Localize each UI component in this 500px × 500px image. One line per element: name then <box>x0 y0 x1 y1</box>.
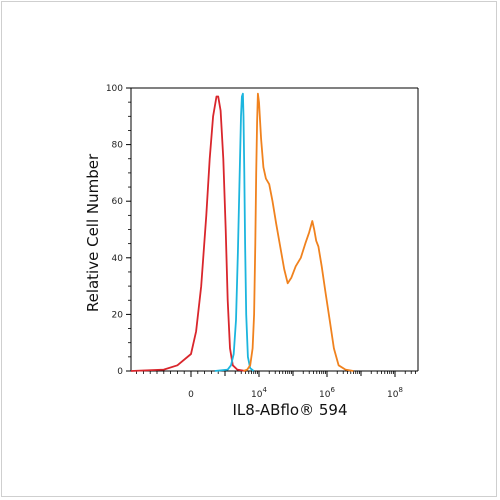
x-tick-label: 104 <box>251 386 267 400</box>
x-tick-label: 106 <box>319 386 335 400</box>
y-tick-label: 60 <box>112 197 124 207</box>
y-tick-label: 100 <box>106 84 123 94</box>
plot-area <box>130 87 419 372</box>
y-tick-label: 80 <box>112 141 124 151</box>
y-tick-label: 40 <box>112 254 124 264</box>
histogram-series-3 <box>243 92 354 372</box>
histogram-series-1 <box>130 95 246 372</box>
histogram-series-2 <box>214 92 255 372</box>
x-tick-label: 0 <box>188 390 194 400</box>
series-group <box>130 92 354 372</box>
x-axis-ticks: 0 104 106 108 <box>136 371 416 400</box>
x-axis-label: IL8-ABflo® 594 <box>233 401 348 419</box>
y-tick-label: 20 <box>112 310 124 320</box>
y-axis-label: Relative Cell Number <box>84 153 102 312</box>
x-tick-label: 108 <box>387 386 403 400</box>
y-tick-label: 0 <box>117 367 123 377</box>
y-axis-ticks: 0 20 40 60 80 100 <box>106 84 131 377</box>
